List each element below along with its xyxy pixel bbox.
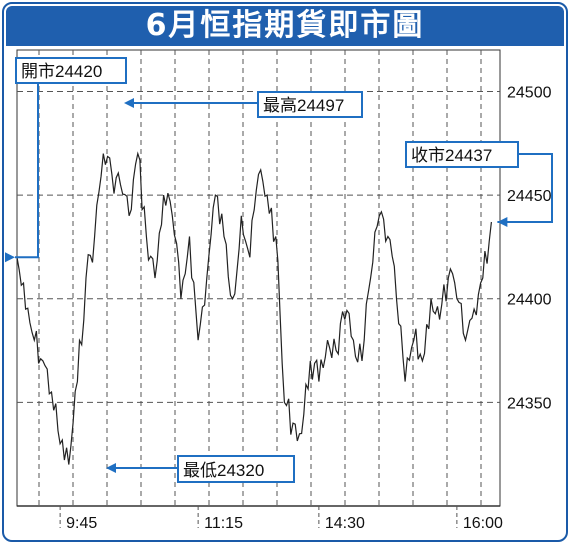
y-axis-labels: 24350 24400 24450 24500 <box>507 84 552 412</box>
price-series <box>16 151 492 465</box>
open-label-box <box>15 57 127 84</box>
high-label-box <box>257 91 363 118</box>
annotations: 開市24420 最高24497 最低24320 收市24437 <box>5 57 553 483</box>
open-label-text: 開市24420 <box>21 62 102 81</box>
close-label-box <box>405 141 519 168</box>
close-leader <box>497 153 553 224</box>
low-arrow <box>106 463 116 473</box>
y-tick-label: 24350 <box>507 395 552 412</box>
price-line <box>16 151 492 465</box>
plot-border <box>16 49 501 507</box>
y-tick-label: 24400 <box>507 292 552 309</box>
low-label-box <box>177 455 295 483</box>
chart-title: 6月恒指期貨即市圖 <box>145 8 425 43</box>
close-arrow <box>497 217 508 228</box>
x-tick-label: 9:45 <box>66 515 97 532</box>
close-label-text: 收市24437 <box>411 146 492 165</box>
x-axis-labels: 9:45 11:15 14:30 16:00 <box>66 515 503 532</box>
x-tick-label: 14:30 <box>325 515 365 532</box>
open-arrow <box>5 252 15 263</box>
x-tick-label: 16:00 <box>463 515 503 532</box>
low-label-text: 最低24320 <box>183 461 264 480</box>
high-label-text: 最高24497 <box>263 96 344 115</box>
x-tick-label: 11:15 <box>204 515 243 532</box>
open-leader <box>15 83 39 259</box>
title-bar: 6月恒指期貨即市圖 <box>6 6 564 46</box>
y-tick-label: 24500 <box>507 84 552 101</box>
y-tick-label: 24450 <box>507 188 552 205</box>
high-arrow <box>124 98 134 108</box>
